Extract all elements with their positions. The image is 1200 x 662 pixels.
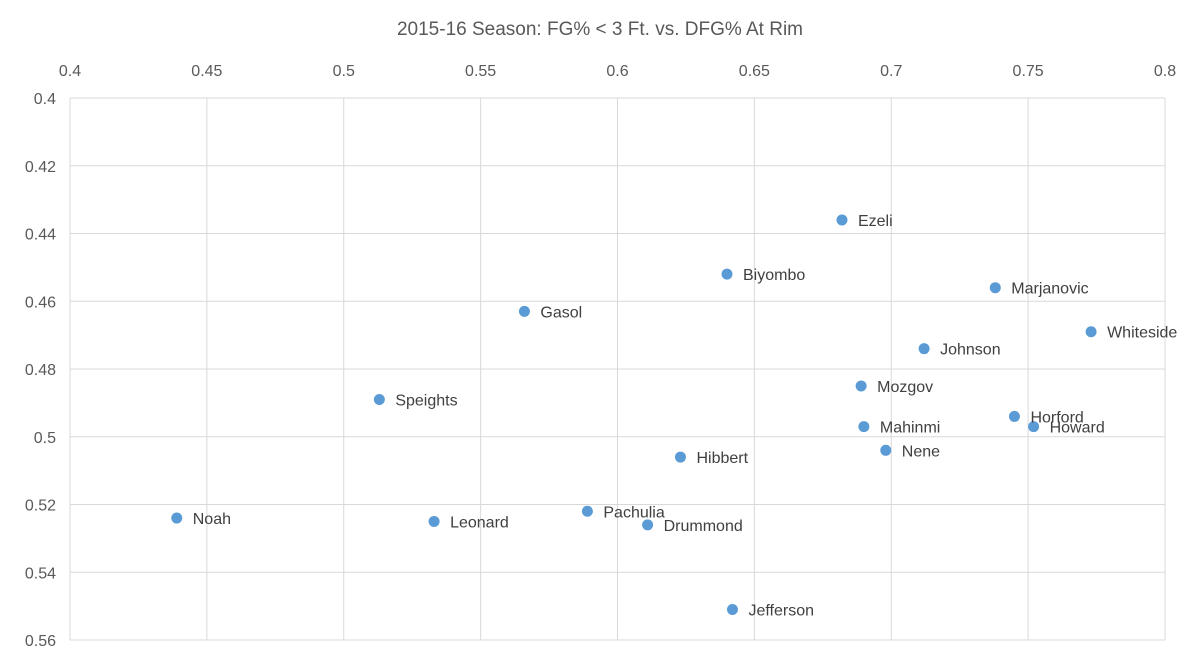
point-label-leonard: Leonard	[450, 514, 509, 531]
x-tick-label: 0.7	[880, 63, 902, 80]
point-label-jefferson: Jefferson	[748, 603, 814, 620]
chart-title: 2015-16 Season: FG% < 3 Ft. vs. DFG% At …	[397, 19, 803, 40]
data-point-howard	[1028, 421, 1040, 433]
data-point-hibbert	[674, 451, 686, 463]
y-tick-label: 0.46	[25, 294, 56, 311]
data-point-jefferson	[726, 604, 738, 616]
y-tick-label: 0.54	[25, 565, 56, 582]
x-tick-label: 0.8	[1154, 63, 1176, 80]
y-tick-label: 0.56	[25, 633, 56, 650]
point-labels: Ezeli Biyombo Marjanovic Gasol Whiteside John…	[193, 213, 1178, 620]
data-point-drummond	[642, 519, 654, 531]
point-label-biyombo: Biyombo	[743, 267, 805, 284]
x-tick-label: 0.6	[606, 63, 628, 80]
data-point-johnson	[918, 343, 930, 355]
data-point-gasol	[518, 305, 530, 317]
point-label-mozgov: Mozgov	[877, 379, 933, 396]
point-label-gasol: Gasol	[540, 304, 582, 321]
point-label-hibbert: Hibbert	[696, 450, 748, 467]
data-point-leonard	[428, 515, 440, 527]
y-tick-label: 0.44	[25, 227, 56, 244]
data-point-speights	[373, 393, 385, 405]
point-label-noah: Noah	[193, 511, 231, 528]
data-point-mozgov	[855, 380, 867, 392]
point-label-drummond: Drummond	[664, 518, 743, 535]
point-label-howard: Howard	[1050, 420, 1105, 437]
x-tick-label: 0.4	[59, 63, 81, 80]
data-point-pachulia	[581, 505, 593, 517]
y-axis-ticks: 0.4 0.42 0.44 0.46 0.48 0.5 0.52 0.54 0.56	[25, 91, 56, 650]
data-point-noah	[171, 512, 183, 524]
point-label-ezeli: Ezeli	[858, 213, 893, 230]
point-label-horford: Horford	[1030, 409, 1083, 426]
point-label-pachulia: Pachulia	[603, 504, 664, 521]
data-point-biyombo	[721, 268, 733, 280]
y-tick-label: 0.52	[25, 498, 56, 515]
y-tick-label: 0.42	[25, 159, 56, 176]
x-tick-label: 0.5	[333, 63, 355, 80]
data-points	[171, 214, 1097, 616]
point-label-mahinmi: Mahinmi	[880, 420, 940, 437]
grid	[69, 97, 1166, 641]
x-tick-label: 0.75	[1013, 63, 1044, 80]
y-tick-label: 0.4	[34, 91, 56, 108]
x-tick-label: 0.65	[739, 63, 770, 80]
data-point-mahinmi	[858, 421, 870, 433]
point-label-whiteside: Whiteside	[1107, 325, 1177, 342]
x-tick-label: 0.45	[191, 63, 222, 80]
x-tick-label: 0.55	[465, 63, 496, 80]
data-point-marjanovic	[989, 282, 1001, 294]
y-tick-label: 0.48	[25, 362, 56, 379]
data-point-horford	[1008, 410, 1020, 422]
data-point-nene	[880, 444, 892, 456]
point-label-nene: Nene	[902, 443, 940, 460]
x-axis-ticks: 0.4 0.45 0.5 0.55 0.6 0.65 0.7 0.75 0.8	[59, 63, 1176, 80]
y-tick-label: 0.5	[34, 430, 56, 447]
point-label-johnson: Johnson	[940, 342, 1001, 359]
point-label-speights: Speights	[395, 392, 457, 409]
point-label-marjanovic: Marjanovic	[1011, 281, 1088, 298]
data-point-ezeli	[836, 214, 848, 226]
data-point-whiteside	[1085, 326, 1097, 338]
